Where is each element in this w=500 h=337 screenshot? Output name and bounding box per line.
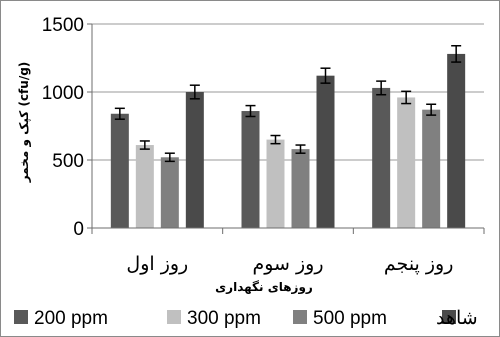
axes	[87, 23, 485, 234]
bar	[372, 87, 391, 228]
legend-label: شاهد	[436, 308, 478, 329]
legend-swatch	[14, 310, 28, 324]
bar	[316, 75, 335, 229]
x-category-labels: روز اول روز سوم روز پنجم	[126, 253, 453, 275]
x-axis-title: روزهای نگهداری	[215, 280, 313, 295]
bar	[110, 113, 129, 228]
legend-swatch	[293, 310, 307, 324]
bar	[135, 145, 154, 228]
y-tick-labels: 0 500 1000 1500	[42, 15, 84, 240]
bar	[241, 111, 260, 228]
y-axis-title: کپک و مخمر (cfu/g)	[17, 62, 32, 184]
legend: 200 ppm 300 ppm 500 ppm شاهد	[14, 308, 478, 329]
x-category-label: روز اول	[126, 253, 188, 275]
y-tick-label: 1000	[42, 83, 84, 104]
bar	[397, 97, 416, 228]
error-bars	[114, 45, 462, 163]
bars	[110, 53, 466, 229]
legend-swatch	[167, 310, 181, 324]
legend-label: 200 ppm	[34, 308, 108, 329]
bar	[160, 157, 179, 228]
bar	[266, 139, 285, 228]
x-category-label: روز پنجم	[384, 253, 454, 275]
y-tick-label: 500	[52, 151, 84, 172]
legend-label: 500 ppm	[313, 308, 387, 329]
bar	[447, 53, 466, 228]
x-category-label: روز سوم	[252, 253, 323, 275]
y-tick-label: 1500	[42, 15, 84, 36]
y-tick-label: 0	[73, 219, 84, 240]
legend-swatch	[442, 310, 456, 324]
bar	[185, 92, 204, 228]
bar	[422, 109, 441, 228]
legend-label: 300 ppm	[187, 308, 261, 329]
bar	[291, 149, 310, 228]
